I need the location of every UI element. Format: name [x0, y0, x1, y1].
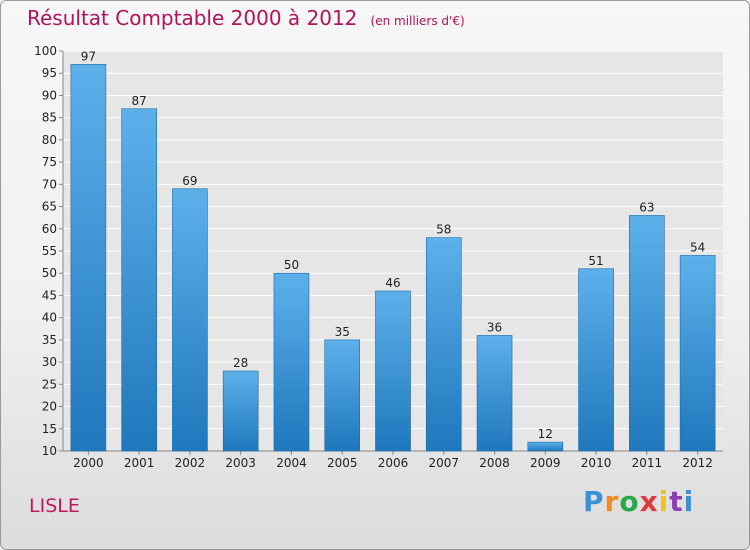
data-label: 54	[690, 240, 705, 254]
y-tick-label: 80	[42, 133, 57, 147]
x-tick-label: 2000	[73, 456, 104, 470]
y-tick-label: 65	[42, 200, 57, 214]
x-tick-label: 2011	[632, 456, 663, 470]
bar	[425, 237, 462, 452]
data-label: 46	[385, 276, 400, 290]
data-label: 97	[81, 49, 96, 63]
y-tick-label: 55	[42, 244, 57, 258]
y-tick-label: 75	[42, 155, 57, 169]
bar	[172, 188, 208, 452]
data-labels: 97 87 69 28 50 35 46 58 36 12 51 63 54	[81, 49, 706, 441]
bar	[629, 215, 665, 452]
brand-letter: i	[683, 485, 695, 518]
bar	[324, 339, 361, 452]
y-tick-label: 20	[42, 400, 57, 414]
y-tick-label: 70	[42, 177, 57, 191]
y-tick-label: 15	[42, 422, 57, 436]
x-tick-label: 2008	[479, 456, 510, 470]
axes: 10 15 20 25 30 35 40 45 50 55 60 65 70 75 80 85 90 95 100 2…	[34, 44, 723, 470]
brand-letter: x	[639, 485, 659, 518]
bar	[70, 64, 107, 452]
x-tick-label: 2010	[581, 456, 612, 470]
data-label: 36	[487, 320, 502, 334]
data-label: 12	[538, 427, 553, 441]
data-label: 63	[639, 200, 654, 214]
x-tick-label: 2009	[530, 456, 561, 470]
data-label: 51	[588, 254, 603, 268]
x-tick-label: 2003	[225, 456, 256, 470]
bar	[273, 272, 310, 452]
data-label: 50	[284, 258, 299, 272]
y-tick-label: 25	[42, 377, 57, 391]
brand-letter: o	[619, 485, 640, 518]
x-tick-label: 2001	[124, 456, 155, 470]
bar	[476, 335, 513, 452]
bar	[121, 108, 157, 452]
chart-title: Résultat Comptable 2000 à 2012	[27, 6, 358, 30]
brand-letter: t	[669, 485, 684, 518]
x-tick-label: 2002	[175, 456, 206, 470]
bar	[679, 255, 716, 452]
place-name: LISLE	[29, 495, 80, 517]
y-tick-label: 30	[42, 355, 57, 369]
y-tick-label: 40	[42, 311, 57, 325]
data-label: 28	[233, 356, 248, 370]
y-tick-label: 90	[42, 88, 57, 102]
brand-letter: i	[658, 485, 670, 518]
bar	[375, 290, 411, 452]
bar	[527, 441, 564, 452]
y-tick-label: 35	[42, 333, 57, 347]
chart-subtitle: (en milliers d'€)	[370, 14, 465, 28]
data-label: 35	[335, 325, 350, 339]
x-tick-label: 2007	[428, 456, 459, 470]
x-tick-label: 2005	[327, 456, 358, 470]
chart-header: Résultat Comptable 2000 à 2012 (en milli…	[27, 6, 465, 30]
bar	[578, 268, 614, 452]
data-label: 87	[132, 94, 147, 108]
data-label: 69	[182, 174, 197, 188]
x-tick-label: 2004	[276, 456, 307, 470]
data-label: 58	[436, 223, 451, 237]
y-tick-label: 95	[42, 66, 57, 80]
y-tick-label: 45	[42, 288, 57, 302]
bars	[70, 64, 716, 452]
y-tick-label: 100	[34, 44, 57, 58]
bar	[222, 370, 259, 452]
brand-letter: P	[583, 485, 605, 518]
x-tick-label: 2012	[682, 456, 713, 470]
brand-letter: r	[604, 485, 620, 518]
y-tick-label: 85	[42, 111, 57, 125]
y-tick-label: 50	[42, 266, 57, 280]
y-tick-label: 60	[42, 222, 57, 236]
brand-logo: Proxiti	[583, 485, 694, 518]
x-tick-label: 2006	[378, 456, 409, 470]
y-tick-label: 10	[42, 444, 57, 458]
